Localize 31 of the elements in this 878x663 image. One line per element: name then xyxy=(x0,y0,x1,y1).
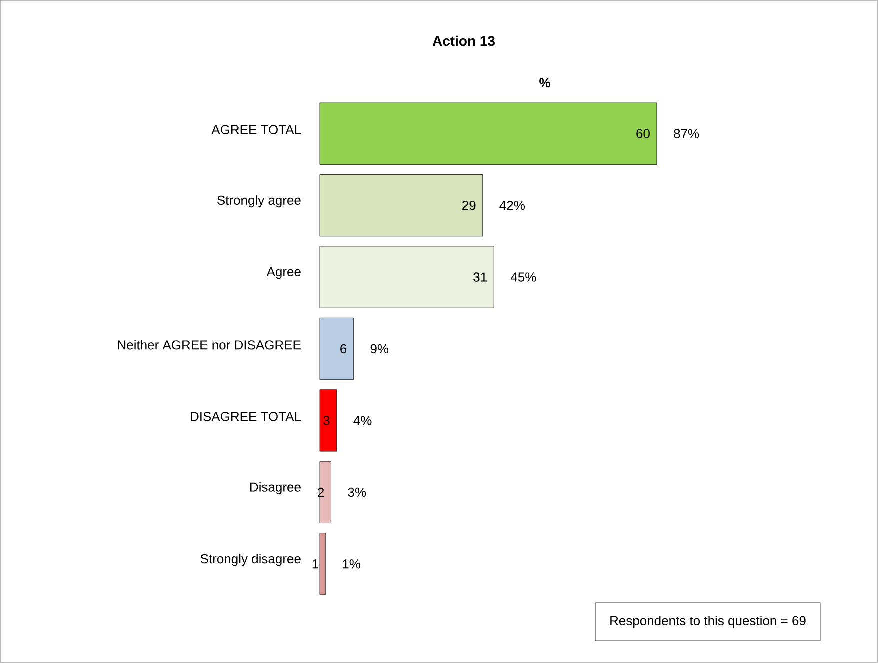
data-label: 60 xyxy=(636,129,650,138)
bar xyxy=(320,390,338,452)
chart-title: Action 13 xyxy=(432,36,495,46)
annotation: 87% xyxy=(674,129,700,138)
y-tick-label: Strongly disagree xyxy=(200,554,301,566)
bar xyxy=(320,461,332,524)
annotation: 4% xyxy=(354,416,372,426)
annotation: 3% xyxy=(348,488,366,498)
data-label: 2 xyxy=(318,488,324,497)
data-label: 3 xyxy=(324,416,330,426)
data-label: 31 xyxy=(474,272,487,282)
annotation: 42% xyxy=(500,200,525,210)
text: % xyxy=(540,78,550,88)
bar xyxy=(320,246,494,308)
bar xyxy=(320,174,484,237)
y-tick-label: Disagree xyxy=(250,482,301,494)
y-tick-label: Neither AGREE nor DISAGREE xyxy=(118,340,301,350)
annotation: 9% xyxy=(370,344,389,354)
bar xyxy=(320,533,326,596)
annotation: 45% xyxy=(510,272,536,282)
bar xyxy=(320,318,354,380)
data-label: 1 xyxy=(312,560,318,569)
text: Respondents to this question = 69 xyxy=(610,616,806,628)
annotation: 1% xyxy=(343,560,360,569)
y-tick-label: DISAGREE TOTAL xyxy=(191,412,302,422)
data-label: 6 xyxy=(340,344,347,354)
y-tick-label: Agree xyxy=(266,267,301,280)
data-label: 29 xyxy=(462,200,476,210)
y-tick-label: AGREE TOTAL xyxy=(212,125,302,134)
y-tick-label: Strongly agree xyxy=(218,196,301,208)
bar xyxy=(320,102,658,165)
